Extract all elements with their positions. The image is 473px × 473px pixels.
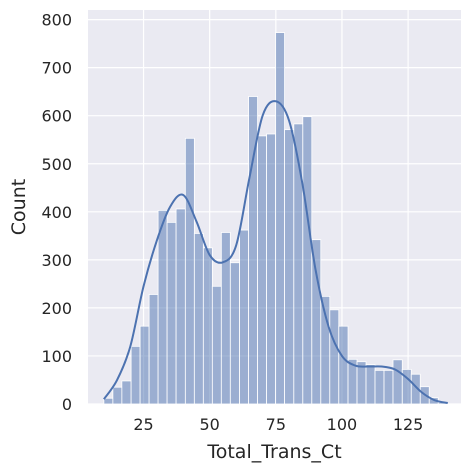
histogram-bar-10 xyxy=(193,233,204,405)
histogram-bar-19 xyxy=(275,32,285,405)
histogram-bar-6 xyxy=(157,209,168,405)
x-axis-label: Total_Trans_Ct xyxy=(206,441,341,463)
y-tick-label-2: 200 xyxy=(41,299,72,318)
histogram-bars xyxy=(103,32,448,405)
histogram-bar-30 xyxy=(374,369,385,405)
x-tick-label-4: 125 xyxy=(393,415,424,434)
histogram-bar-31 xyxy=(383,369,394,405)
histogram-bar-29 xyxy=(365,364,376,405)
histogram-bar-23 xyxy=(311,239,322,405)
x-tick-labels: 25 50 75 100 125 xyxy=(133,415,423,434)
histogram-bar-15 xyxy=(239,229,249,405)
histogram-bar-32 xyxy=(392,359,403,405)
histogram-bar-17 xyxy=(257,135,267,405)
histogram-bar-12 xyxy=(211,285,222,405)
y-tick-label-5: 500 xyxy=(41,155,72,174)
histogram-bar-4 xyxy=(139,325,150,405)
histogram-bar-25 xyxy=(329,309,340,405)
x-tick-label-3: 100 xyxy=(327,415,358,434)
histogram-bar-22 xyxy=(302,116,313,405)
y-tick-label-1: 100 xyxy=(41,347,72,366)
histogram-bar-18 xyxy=(266,133,276,405)
x-tick-label-1: 50 xyxy=(200,415,220,434)
histogram-bar-8 xyxy=(175,208,186,405)
histogram-bar-28 xyxy=(356,361,367,405)
y-tick-label-8: 800 xyxy=(41,11,72,30)
x-tick-label-2: 75 xyxy=(266,415,286,434)
x-tick-label-0: 25 xyxy=(133,415,153,434)
histogram-bar-26 xyxy=(338,325,349,405)
histogram-bar-1 xyxy=(112,386,123,405)
histogram-bar-20 xyxy=(284,129,295,405)
histogram-bar-7 xyxy=(166,221,177,405)
histogram-bar-3 xyxy=(130,345,141,405)
y-tick-label-0: 0 xyxy=(62,395,72,414)
y-tick-labels: 0 100 200 300 400 500 600 700 800 xyxy=(41,11,72,414)
histogram-bar-5 xyxy=(148,294,159,405)
y-tick-label-6: 600 xyxy=(41,107,72,126)
histogram-bar-11 xyxy=(202,247,213,405)
histogram-bar-9 xyxy=(184,137,195,405)
histogram-bar-0 xyxy=(103,397,114,405)
histogram-bar-14 xyxy=(229,262,240,405)
histogram-bar-2 xyxy=(121,380,132,405)
y-tick-label-7: 700 xyxy=(41,59,72,78)
y-axis-label: Count xyxy=(8,179,30,235)
kde-curve xyxy=(103,100,448,405)
y-tick-label-3: 300 xyxy=(41,251,72,270)
y-tick-label-4: 400 xyxy=(41,203,72,222)
